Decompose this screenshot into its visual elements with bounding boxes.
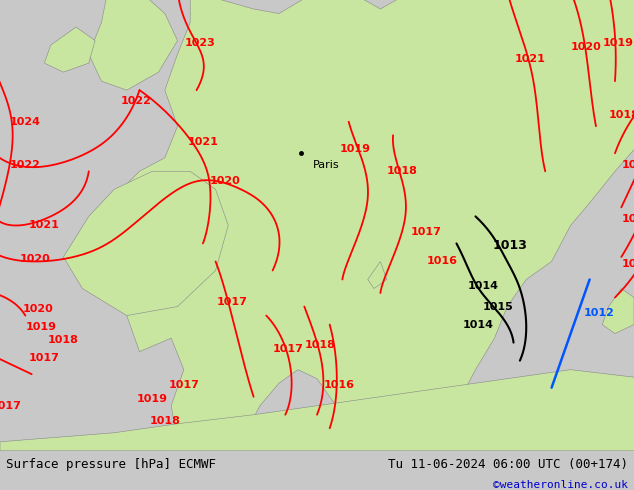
- Text: 1020: 1020: [210, 176, 240, 186]
- Text: 1016: 1016: [427, 256, 458, 267]
- Text: 1015: 1015: [622, 259, 634, 269]
- Text: 1017: 1017: [169, 380, 199, 391]
- Text: 1019: 1019: [340, 144, 370, 154]
- Text: 1020: 1020: [20, 254, 50, 264]
- Text: Paris: Paris: [313, 160, 339, 170]
- Polygon shape: [63, 172, 228, 316]
- Text: 1017: 1017: [217, 297, 247, 307]
- Polygon shape: [89, 0, 178, 90]
- Text: 1021: 1021: [188, 137, 218, 147]
- Text: 1020: 1020: [23, 304, 53, 314]
- Text: 1013: 1013: [493, 239, 528, 252]
- Text: 1024: 1024: [10, 117, 41, 127]
- Text: 1017: 1017: [29, 353, 60, 364]
- Text: 1014: 1014: [468, 281, 498, 291]
- Text: 1019: 1019: [603, 38, 633, 48]
- Text: 1016: 1016: [622, 214, 634, 223]
- Text: 1019: 1019: [137, 394, 167, 404]
- Text: 1022: 1022: [121, 97, 152, 106]
- Text: 1021: 1021: [29, 220, 60, 230]
- Text: 1019: 1019: [26, 322, 56, 332]
- Text: 1021: 1021: [515, 53, 545, 64]
- Text: 1020: 1020: [571, 42, 601, 52]
- Polygon shape: [602, 289, 634, 334]
- Polygon shape: [44, 27, 95, 72]
- Text: ©weatheronline.co.uk: ©weatheronline.co.uk: [493, 480, 628, 490]
- Text: 1017: 1017: [411, 227, 441, 237]
- Text: 1017: 1017: [622, 160, 634, 170]
- Polygon shape: [0, 369, 634, 451]
- Text: 1012: 1012: [584, 308, 614, 318]
- Text: 1023: 1023: [184, 38, 215, 48]
- Text: Tu 11-06-2024 06:00 UTC (00+174): Tu 11-06-2024 06:00 UTC (00+174): [387, 458, 628, 471]
- Text: 1022: 1022: [10, 160, 41, 170]
- Polygon shape: [108, 0, 634, 442]
- Text: 1017: 1017: [0, 401, 22, 411]
- Text: 1017: 1017: [273, 344, 304, 354]
- Text: 1018: 1018: [48, 335, 79, 345]
- Text: 1014: 1014: [463, 319, 494, 330]
- Polygon shape: [368, 262, 387, 289]
- Text: 1018: 1018: [387, 166, 418, 176]
- Text: Surface pressure [hPa] ECMWF: Surface pressure [hPa] ECMWF: [6, 458, 216, 471]
- Text: 1016: 1016: [324, 380, 354, 391]
- Text: 1018: 1018: [150, 416, 180, 426]
- Text: 1018: 1018: [609, 110, 634, 120]
- Text: 1018: 1018: [305, 340, 335, 350]
- Text: 1015: 1015: [482, 301, 513, 312]
